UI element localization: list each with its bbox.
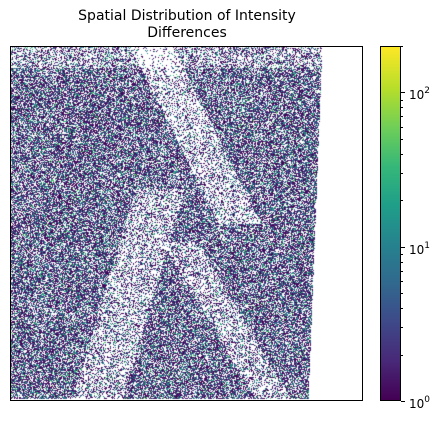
colorbar-tick-mark (401, 327, 403, 328)
colorbar-tick-mark (401, 262, 403, 263)
colorbar-tick-mark (401, 92, 405, 93)
colorbar-tick-mark (401, 401, 405, 402)
chart-title: Spatial Distribution of Intensity Differ… (10, 8, 364, 42)
colorbar-tick-mark (401, 154, 403, 155)
colorbar-tick-label: 101 (409, 241, 431, 257)
colorbar-tick-mark (401, 308, 403, 309)
colorbar-tick-mark (401, 281, 403, 282)
colorbar-tick-mark (401, 139, 403, 140)
colorbar-tick-mark (401, 107, 403, 108)
colorbar-tick-mark (401, 116, 403, 117)
chart-title-line-2: Differences (147, 25, 227, 41)
colorbar-tick-mark (401, 271, 403, 272)
colorbar-tick-label: 100 (409, 395, 431, 411)
colorbar-tick-mark (401, 173, 403, 174)
colorbar-tick-mark (401, 293, 403, 294)
colorbar-tick-mark (401, 127, 403, 128)
heatmap-image (10, 46, 363, 401)
colorbar (380, 46, 401, 401)
chart-title-line-1: Spatial Distribution of Intensity (78, 8, 296, 24)
colorbar-tick-mark (401, 46, 403, 47)
colorbar-tick-mark (401, 100, 403, 101)
colorbar-tick-mark (401, 355, 403, 356)
colorbar-tick-mark (401, 247, 405, 248)
colorbar-tick-mark (401, 254, 403, 255)
colorbar-tick-label: 102 (409, 86, 431, 102)
colorbar-tick-mark (401, 200, 403, 201)
